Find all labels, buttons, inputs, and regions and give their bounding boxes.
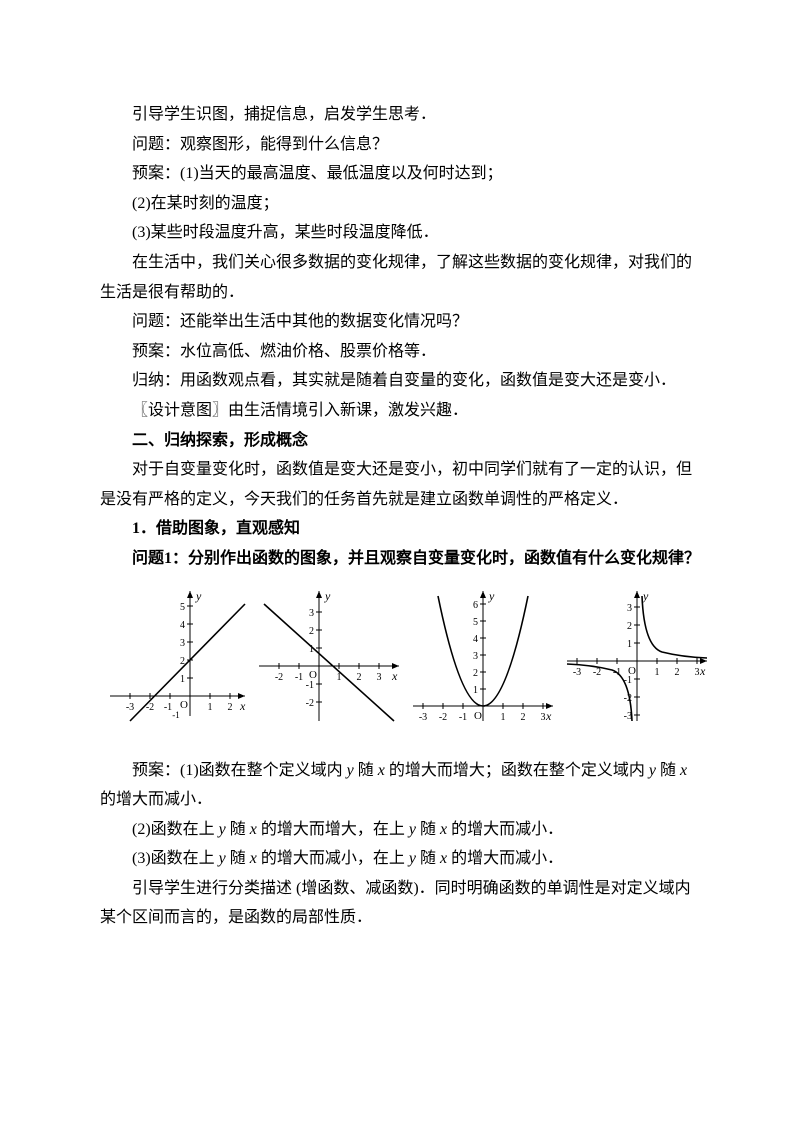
svg-text:1: 1 — [655, 667, 660, 678]
svg-text:1: 1 — [473, 685, 478, 696]
svg-text:2: 2 — [228, 702, 233, 713]
var-y: y — [219, 821, 226, 838]
svg-text:2: 2 — [627, 621, 632, 632]
axis-x-label-4: x — [699, 664, 706, 678]
svg-text:3: 3 — [695, 667, 700, 678]
svg-text:2: 2 — [473, 668, 478, 679]
para-life: 在生活中，我们关心很多数据的变化规律，了解这些数据的变化规律，对我们的生活是很有… — [100, 248, 700, 307]
svg-text:-2: -2 — [306, 698, 314, 709]
svg-text:2: 2 — [675, 667, 680, 678]
svg-text:3: 3 — [377, 672, 382, 683]
t: 随 — [416, 850, 440, 867]
svg-text:6: 6 — [473, 600, 478, 611]
para-plan3-3: (3)函数在上 y 随 x 的增大而减小，在上 y 随 x 的增大而减小． — [100, 844, 700, 874]
para-question1: 问题：观察图形，能得到什么信息？ — [100, 130, 700, 160]
t: 预案：(1)函数在整个定义域内 — [132, 762, 347, 779]
chart-3: y x O -3 -2 -1 1 2 3 1 2 3 4 5 6 — [408, 586, 558, 726]
para-summary: 归纳：用函数观点看，其实就是随着自变量的变化，函数值是变大还是变小． — [100, 366, 700, 396]
svg-text:-3: -3 — [419, 712, 427, 723]
var-x: x — [680, 762, 687, 779]
para-plan3-1: 预案：(1)函数在整个定义域内 y 随 x 的增大而增大；函数在整个定义域内 y… — [100, 756, 700, 815]
var-y: y — [219, 850, 226, 867]
t: 随 — [226, 821, 250, 838]
svg-text:-1: -1 — [306, 680, 314, 691]
svg-text:3: 3 — [180, 638, 185, 649]
t: (2)函数在上 — [132, 821, 219, 838]
t: 的增大而增大，在上 — [257, 821, 409, 838]
para-plan1-3: (3)某些时段温度升高，某些时段温度降低． — [100, 218, 700, 248]
var-y: y — [409, 821, 416, 838]
svg-text:-3: -3 — [573, 667, 581, 678]
axis-x-label-2: x — [391, 669, 398, 683]
svg-text:3: 3 — [627, 603, 632, 614]
para-design-intent: 〖设计意图〗由生活情境引入新课，激发兴趣． — [100, 396, 700, 426]
t: 随 — [226, 850, 250, 867]
axis-y-label-2: y — [324, 589, 331, 603]
heading-section2: 二、归纳探索，形成概念 — [100, 426, 700, 456]
svg-text:1: 1 — [627, 639, 632, 650]
axis-x-label: x — [239, 699, 246, 713]
para-plan3-2: (2)函数在上 y 随 x 的增大而增大，在上 y 随 x 的增大而减小． — [100, 815, 700, 845]
var-x: x — [250, 850, 257, 867]
axis-y-label: y — [195, 589, 202, 603]
para-plan1-2: (2)在某时刻的温度； — [100, 189, 700, 219]
para-guide: 引导学生识图，捕捉信息，启发学生思考． — [100, 100, 700, 130]
var-x: x — [250, 821, 257, 838]
t: 的增大而增大；函数在整个定义域内 — [385, 762, 649, 779]
para-question2: 问题：还能举出生活中其他的数据变化情况吗？ — [100, 307, 700, 337]
chart-2: y x O -2 -1 1 2 3 1 2 3 -1 -2 — [254, 586, 404, 726]
para-question3: 问题1：分别作出函数的图象，并且观察自变量变化时，函数值有什么变化规律？ — [100, 544, 700, 574]
t: 的增大而减小，在上 — [257, 850, 409, 867]
para-plan1: 预案：(1)当天的最高温度、最低温度以及何时达到； — [100, 159, 700, 189]
var-x: x — [378, 762, 385, 779]
svg-text:2: 2 — [521, 712, 526, 723]
svg-text:4: 4 — [473, 634, 478, 645]
svg-text:O: O — [474, 710, 482, 722]
axis-x-label-3: x — [545, 709, 552, 723]
axis-y-label-4: y — [642, 589, 649, 603]
svg-text:4: 4 — [180, 620, 185, 631]
svg-text:1: 1 — [501, 712, 506, 723]
t: (3)函数在上 — [132, 850, 219, 867]
svg-text:1: 1 — [208, 702, 213, 713]
heading-sub1: 1．借助图象，直观感知 — [100, 514, 700, 544]
svg-text:O: O — [180, 699, 188, 711]
chart-1: y x O -3 -2 -1 -1 1 2 1 2 3 4 — [100, 586, 250, 726]
t: 随 — [656, 762, 680, 779]
axis-y-label-3: y — [488, 589, 495, 603]
t: 随 — [354, 762, 378, 779]
svg-text:-2: -2 — [275, 672, 283, 683]
svg-text:5: 5 — [180, 602, 185, 613]
svg-text:-2: -2 — [439, 712, 447, 723]
svg-text:3: 3 — [309, 608, 314, 619]
svg-text:-1: -1 — [164, 702, 172, 713]
var-y: y — [347, 762, 354, 779]
svg-text:-3: -3 — [126, 702, 134, 713]
t: 的增大而减小． — [447, 850, 563, 867]
svg-text:-1: -1 — [295, 672, 303, 683]
svg-text:-2: -2 — [593, 667, 601, 678]
para-classify: 引导学生进行分类描述 (增函数、减函数)．同时明确函数的单调性是对定义域内某个区… — [100, 874, 700, 933]
svg-text:2: 2 — [357, 672, 362, 683]
var-y: y — [409, 850, 416, 867]
t: 的增大而减小． — [447, 821, 563, 838]
svg-text:3: 3 — [541, 712, 546, 723]
t: 随 — [416, 821, 440, 838]
page: 引导学生识图，捕捉信息，启发学生思考． 问题：观察图形，能得到什么信息？ 预案：… — [0, 0, 800, 1132]
t: 的增大而减小． — [100, 791, 212, 808]
para-intro2: 对于自变量变化时，函数值是变大还是变小，初中同学们就有了一定的认识，但是没有严格… — [100, 455, 700, 514]
svg-text:1: 1 — [180, 674, 185, 685]
chart-row: y x O -3 -2 -1 -1 1 2 1 2 3 4 — [100, 586, 700, 726]
chart-4: y x O -3 -2 -1 1 2 3 1 2 3 -1 -2 -3 — [562, 586, 712, 726]
svg-text:3: 3 — [473, 651, 478, 662]
svg-text:-1: -1 — [172, 710, 180, 720]
svg-text:2: 2 — [309, 626, 314, 637]
svg-text:5: 5 — [473, 617, 478, 628]
var-y: y — [649, 762, 656, 779]
para-plan2: 预案：水位高低、燃油价格、股票价格等． — [100, 337, 700, 367]
svg-text:-1: -1 — [459, 712, 467, 723]
